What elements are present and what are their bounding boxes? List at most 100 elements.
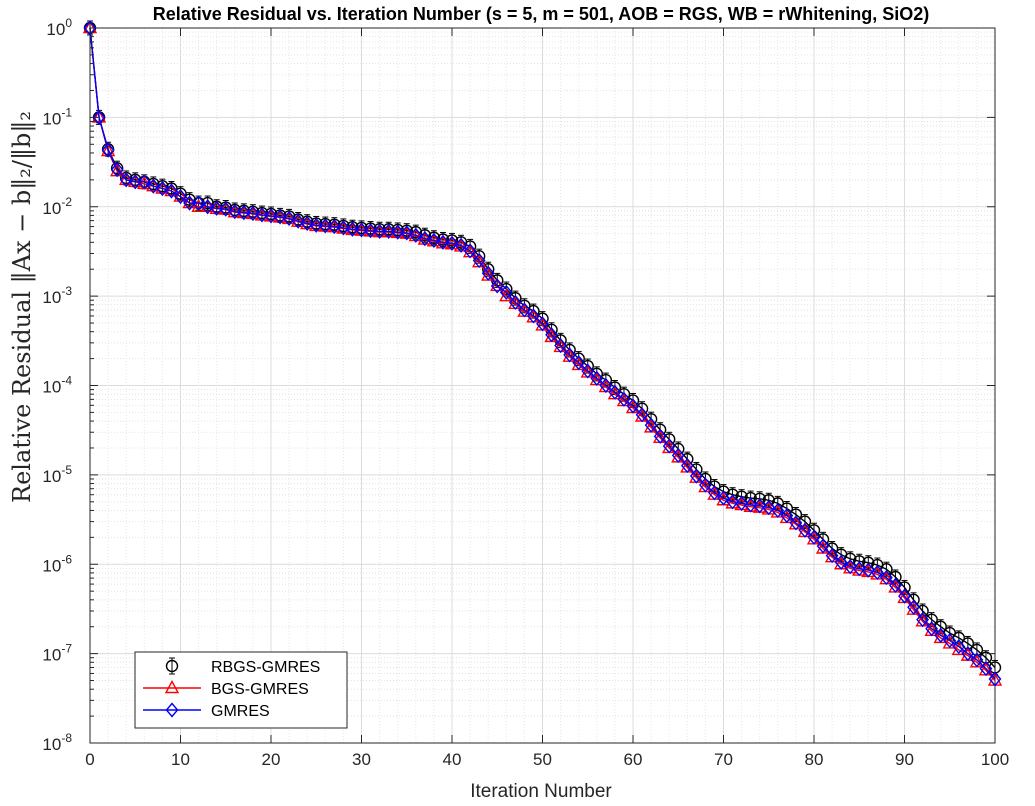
x-tick-label: 50 <box>533 750 552 769</box>
data-point-gmres <box>445 235 459 251</box>
data-point-gmres <box>590 370 604 387</box>
data-point-gmres <box>174 188 187 205</box>
data-point-rbgs-gmres <box>853 555 866 568</box>
x-tick-label: 10 <box>171 750 190 769</box>
legend: RBGS-GMRES BGS-GMRES GMRES <box>134 651 348 729</box>
x-tick-label: 60 <box>624 750 643 769</box>
data-point-gmres <box>327 218 341 235</box>
data-point-gmres <box>979 661 993 677</box>
data-point-gmres <box>961 646 975 662</box>
data-point-gmres <box>572 355 586 371</box>
data-point-rbgs-gmres <box>409 225 422 239</box>
data-point-gmres <box>183 195 196 211</box>
x-tick-label: 90 <box>895 750 914 769</box>
data-point-gmres <box>264 208 278 224</box>
data-point-gmres <box>780 508 794 524</box>
data-point-gmres <box>907 599 920 615</box>
data-point-bgs-gmres <box>100 143 116 157</box>
data-point-rbgs-gmres <box>717 485 730 498</box>
data-point-gmres <box>889 577 902 593</box>
data-point-gmres <box>626 398 640 414</box>
data-point-rbgs-gmres <box>844 552 857 566</box>
chart-title: Relative Residual vs. Iteration Number (… <box>153 4 930 24</box>
data-point-gmres <box>925 621 939 637</box>
legend-label-bgs-gmres: BGS-GMRES <box>211 681 309 698</box>
data-point-gmres <box>527 308 540 324</box>
x-tick-label: 40 <box>443 750 462 769</box>
data-point-rbgs-gmres <box>436 233 450 246</box>
legend-label-rbgs-gmres: RBGS-GMRES <box>211 659 320 676</box>
data-point-bgs-gmres <box>91 109 107 123</box>
data-point-gmres <box>201 199 215 215</box>
data-point-bgs-gmres <box>119 171 134 186</box>
y-tick-label: 10-5 <box>42 463 72 486</box>
data-point-gmres <box>581 363 595 379</box>
data-point-gmres <box>300 215 314 232</box>
data-point-gmres <box>689 468 703 484</box>
x-tick-label: 80 <box>805 750 824 769</box>
data-point-gmres <box>409 227 423 243</box>
data-point-gmres <box>517 302 531 318</box>
data-point-gmres <box>943 632 957 649</box>
data-point-gmres <box>599 377 613 394</box>
x-tick-label: 20 <box>262 750 281 769</box>
data-point-bgs-gmres <box>173 188 188 202</box>
data-point-gmres <box>237 205 251 221</box>
data-point-gmres <box>852 561 866 577</box>
data-point-rbgs-gmres <box>807 524 821 537</box>
data-point-gmres <box>210 200 224 216</box>
data-point-gmres <box>807 529 821 545</box>
data-point-gmres <box>744 497 758 513</box>
data-point-rbgs-gmres <box>735 490 748 503</box>
data-point-gmres <box>653 428 667 444</box>
y-tick-label: 10-8 <box>42 731 72 754</box>
data-point-rbgs-gmres <box>789 508 803 521</box>
grid-layer <box>89 27 996 744</box>
data-point-gmres <box>708 485 721 501</box>
data-point-rbgs-gmres <box>889 570 902 584</box>
data-point-gmres <box>155 180 169 197</box>
data-point-gmres <box>146 178 160 194</box>
data-point-gmres <box>364 223 377 239</box>
data-point-gmres <box>309 217 323 233</box>
data-point-rbgs-gmres <box>862 556 875 569</box>
data-point-gmres <box>472 252 486 269</box>
data-point-gmres <box>644 417 658 433</box>
data-point-gmres <box>952 638 966 655</box>
data-point-gmres <box>282 210 296 227</box>
data-point-gmres <box>427 232 441 249</box>
data-point-rbgs-gmres <box>753 492 766 505</box>
y-tick-label: 10-1 <box>42 105 72 128</box>
data-point-gmres <box>508 294 522 311</box>
legend-item-gmres: GMRES <box>143 702 270 720</box>
data-point-gmres <box>119 172 133 188</box>
data-point-gmres <box>336 220 350 236</box>
data-point-gmres <box>273 209 287 225</box>
data-point-gmres <box>608 384 622 400</box>
data-point-gmres <box>554 337 568 354</box>
legend-label-gmres: GMRES <box>211 703 270 720</box>
legend-marker-bgs-gmres <box>164 680 180 694</box>
data-point-gmres <box>246 205 260 222</box>
data-point-gmres <box>680 458 694 474</box>
data-point-gmres <box>771 502 785 519</box>
data-point-gmres <box>934 627 948 643</box>
data-point-gmres <box>545 327 558 343</box>
data-point-gmres <box>128 174 142 190</box>
data-point-gmres <box>816 538 830 554</box>
x-axis-label: Iteration Number <box>470 781 612 801</box>
data-point-gmres <box>970 652 984 668</box>
data-point-gmres <box>391 224 405 240</box>
data-point-gmres <box>698 477 712 493</box>
series-layer <box>82 20 1003 687</box>
data-point-gmres <box>916 612 930 628</box>
data-point-gmres <box>563 347 577 363</box>
data-point-gmres <box>463 243 477 259</box>
data-point-gmres <box>219 201 233 217</box>
data-point-gmres <box>762 500 776 516</box>
data-point-gmres <box>798 522 812 538</box>
data-point-gmres <box>355 222 368 238</box>
y-tick-label: 10-4 <box>42 374 72 397</box>
